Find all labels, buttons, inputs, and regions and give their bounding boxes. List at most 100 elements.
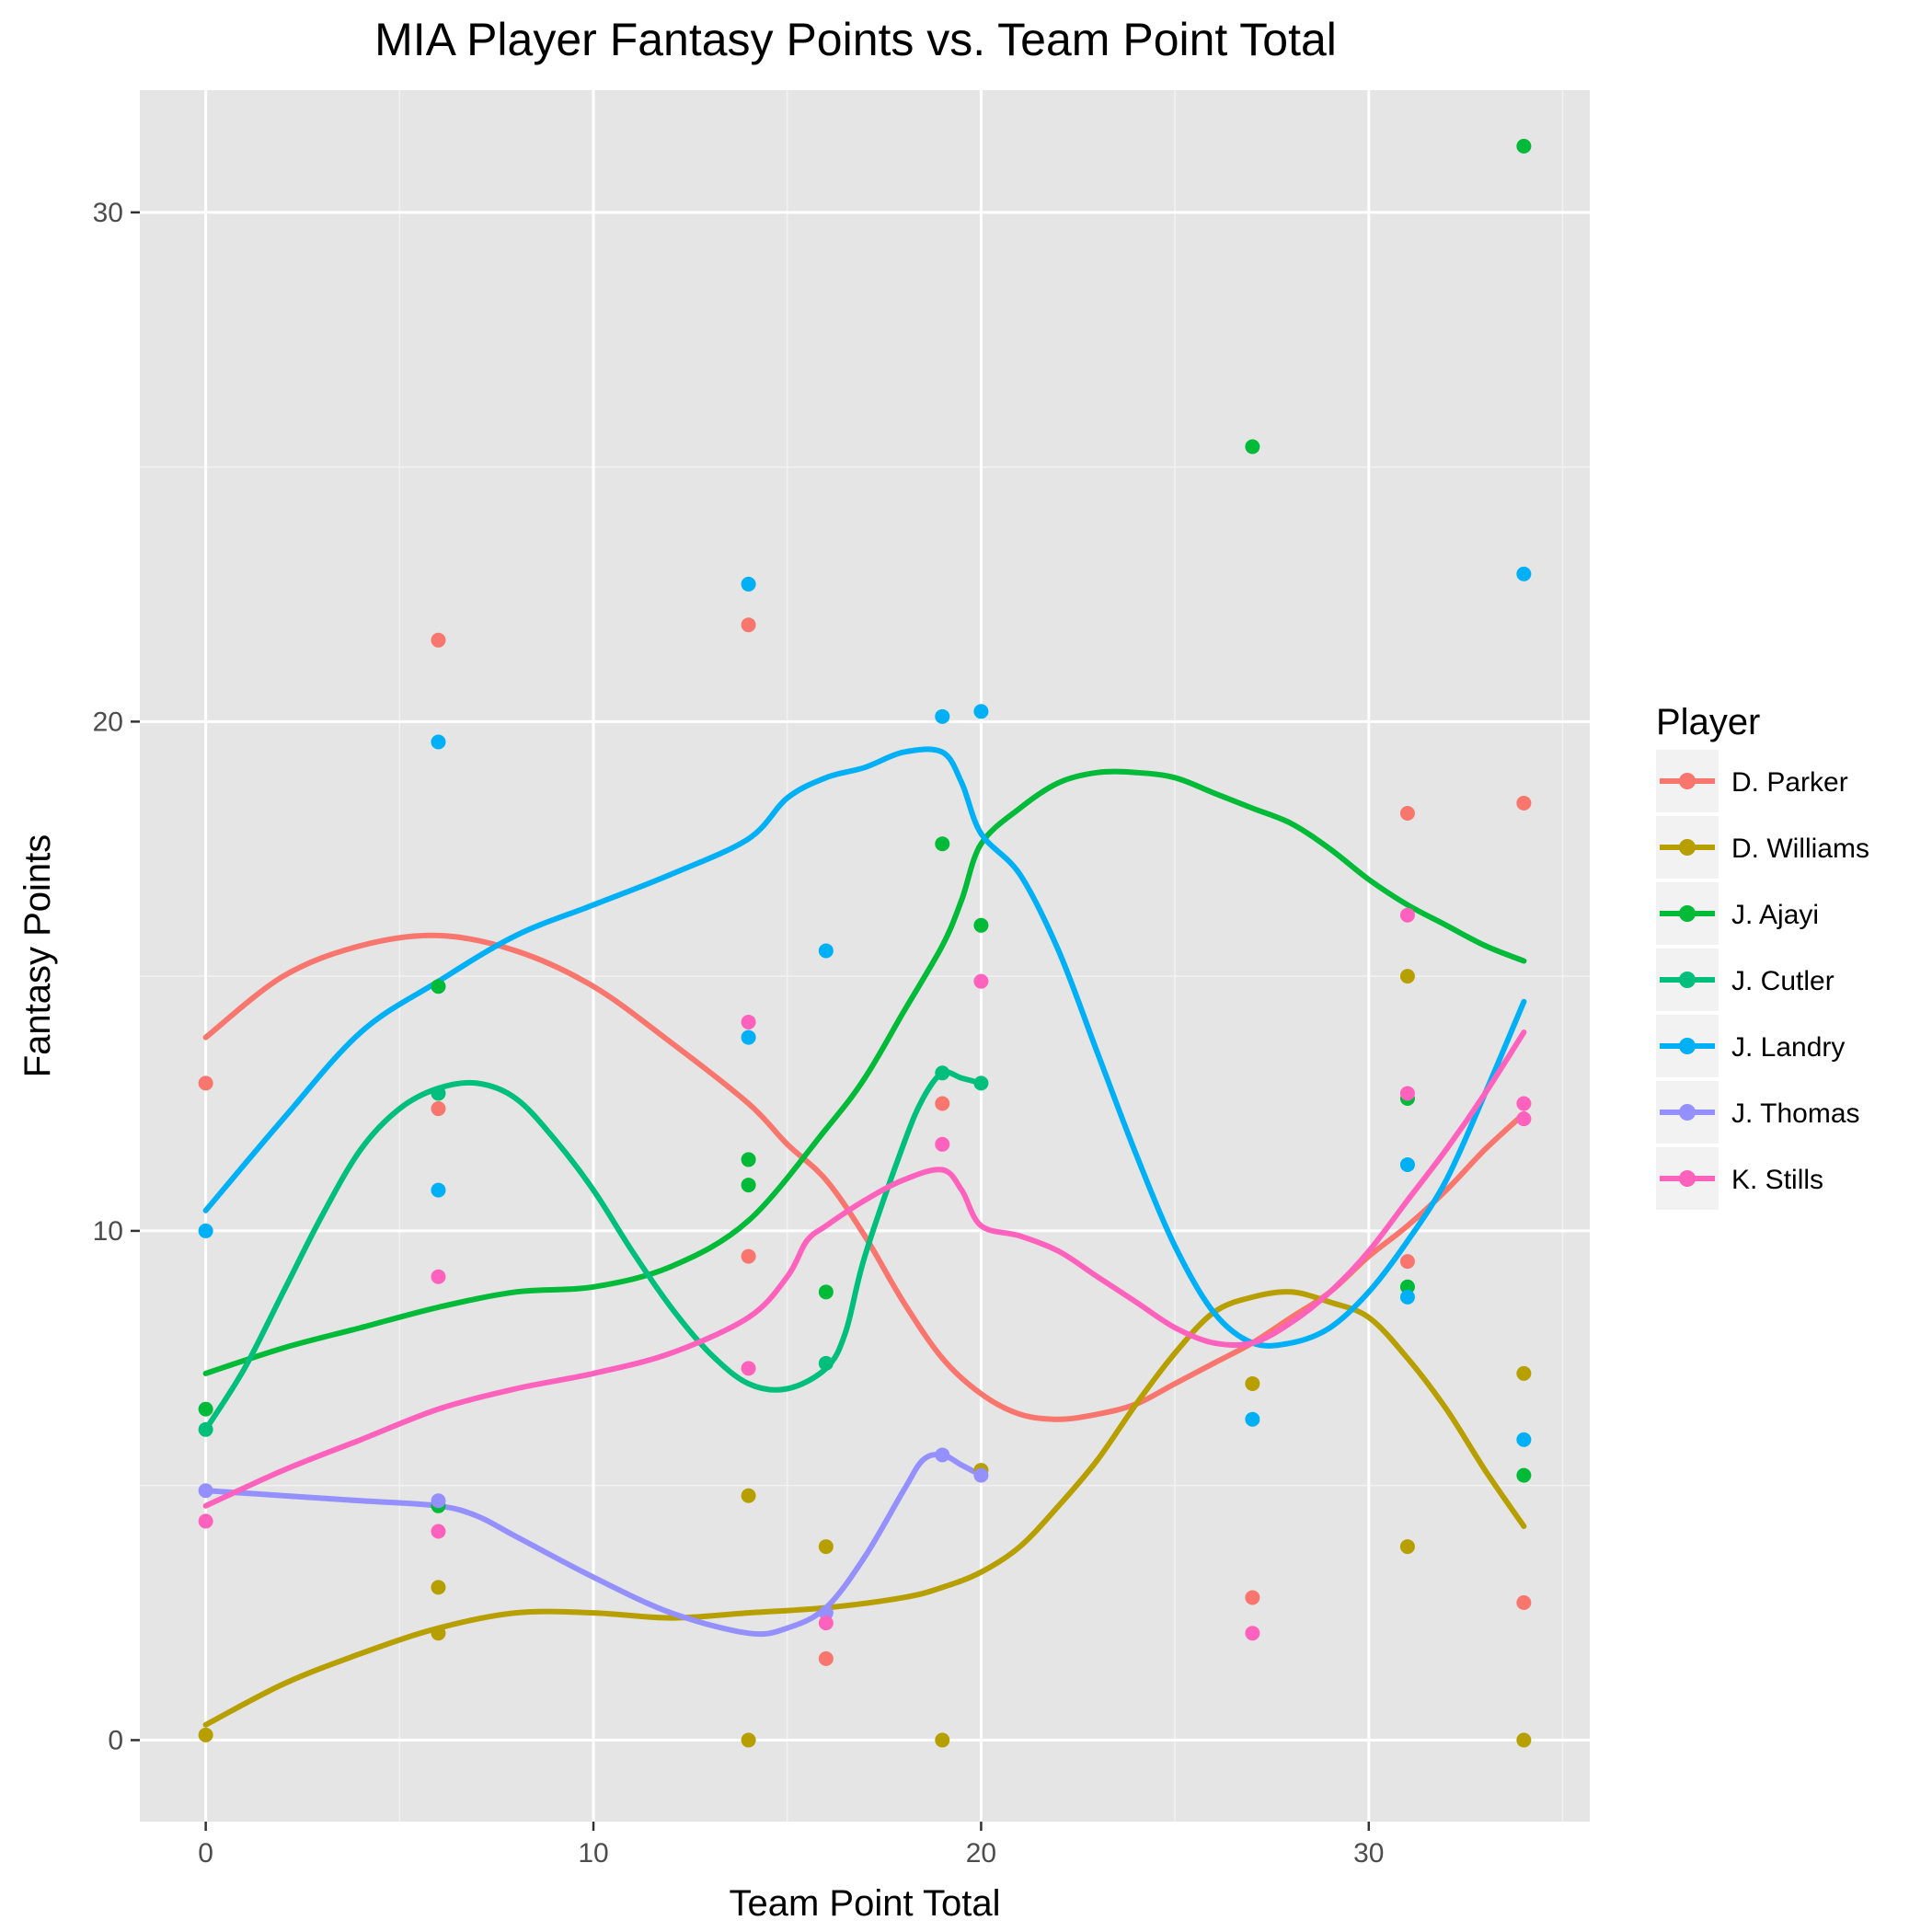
data-point-j-ajayi [973,917,989,933]
data-point-k-stills [741,1361,756,1376]
data-point-d-williams [1245,1375,1260,1391]
data-point-j-ajayi [431,979,446,995]
data-point-j-cutler [198,1421,213,1437]
data-point-j-landry [1399,1156,1415,1172]
y-axis-title: Fantasy Points [17,834,58,1078]
chart-title: MIA Player Fantasy Points vs. Team Point… [374,14,1337,65]
data-point-k-stills [198,1513,213,1529]
x-tick-label: 0 [198,1838,213,1869]
data-point-j-ajayi [1516,1467,1532,1483]
data-point-d-williams [198,1727,213,1742]
smooth-line-j-landry [202,746,1527,1349]
x-tick-label: 30 [1353,1838,1384,1869]
data-point-j-ajayi [935,836,950,852]
data-point-k-stills [431,1269,446,1284]
legend: Player D. Parker D. Williams J. Ajayi J. Cu… [1656,702,1869,1210]
y-tick-label: 30 [93,198,123,228]
data-point-k-stills [1516,1111,1532,1127]
data-point-d-parker [1399,1254,1415,1270]
data-point-j-landry [1399,1289,1415,1305]
data-point-j-ajayi [818,1284,834,1300]
data-point-j-landry [1516,1432,1532,1447]
data-point-d-williams [1516,1365,1532,1381]
data-point-k-stills [818,1616,834,1631]
data-point-j-landry [741,576,756,592]
data-point-k-stills [1399,1086,1415,1101]
y-tick-label: 0 [108,1725,123,1755]
data-point-k-stills [741,1014,756,1029]
legend-label-j-thomas: J. Thomas [1731,1098,1860,1129]
data-point-d-williams [741,1732,756,1748]
legend-dot-j-cutler [1679,972,1696,988]
data-point-j-ajayi [1516,138,1532,154]
data-point-k-stills [1516,1096,1532,1111]
data-point-j-ajayi [1245,439,1260,454]
data-point-d-parker [741,617,756,633]
data-point-k-stills [1399,907,1415,923]
legend-title: Player [1656,702,1760,742]
data-points [198,138,1532,1748]
data-point-d-parker [1245,1590,1260,1605]
legend-dot-d-parker [1679,773,1696,789]
legend-dot-j-ajayi [1679,905,1696,922]
data-point-d-williams [1399,1539,1415,1555]
data-point-j-landry [818,943,834,959]
smooth-line-j-cutler [202,1069,984,1432]
legend-label-d-parker: D. Parker [1731,767,1848,798]
grid-minor [140,90,1590,1822]
data-point-j-cutler [431,1086,446,1101]
data-point-d-parker [1399,806,1415,822]
data-point-d-parker [935,1096,950,1111]
data-point-d-williams [818,1539,834,1555]
data-point-d-williams [935,1732,950,1748]
x-tick-label: 10 [578,1838,608,1869]
data-point-d-parker [741,1248,756,1264]
data-point-d-williams [431,1580,446,1595]
plot-panel [140,90,1590,1822]
legend-label-d-williams: D. Williams [1731,834,1869,864]
smooth-lines [202,746,1527,1728]
legend-dot-j-landry [1679,1038,1696,1054]
legend-label-j-landry: J. Landry [1731,1032,1845,1063]
legend-label-j-cutler: J. Cutler [1731,966,1834,996]
data-point-d-williams [1516,1732,1532,1748]
data-point-j-landry [431,734,446,750]
data-point-d-williams [1399,969,1415,984]
data-point-j-thomas [431,1493,446,1509]
data-point-j-landry [431,1182,446,1198]
data-point-j-thomas [818,1605,834,1621]
data-point-j-landry [741,1029,756,1045]
data-point-j-ajayi [1399,1279,1415,1294]
legend-label-j-ajayi: J. Ajayi [1731,900,1819,930]
data-point-k-stills [1245,1626,1260,1641]
smooth-line-k-stills [202,1029,1527,1509]
data-point-j-thomas [935,1447,950,1463]
data-point-j-landry [1516,566,1532,581]
data-point-j-landry [198,1223,213,1238]
smooth-line-d-williams [202,1289,1527,1728]
data-point-d-parker [818,1650,834,1666]
data-point-j-cutler [935,1065,950,1081]
legend-label-k-stills: K. Stills [1731,1165,1823,1195]
data-point-d-parker [1516,1594,1532,1610]
axes: 0 10 20 30 0 10 20 30 [93,198,1385,1869]
data-point-j-cutler [818,1355,834,1371]
legend-dot-j-thomas [1679,1104,1696,1121]
legend-dot-k-stills [1679,1170,1696,1187]
data-point-j-thomas [198,1483,213,1499]
data-point-d-parker [1516,795,1532,811]
legend-dot-d-williams [1679,839,1696,856]
y-tick-label: 20 [93,707,123,737]
data-point-d-parker [198,1075,213,1091]
data-point-j-landry [935,708,950,724]
data-point-j-ajayi [198,1401,213,1417]
x-axis-title: Team Point Total [730,1883,1001,1924]
data-point-j-landry [1245,1411,1260,1427]
data-point-j-thomas [973,1467,989,1483]
data-point-j-ajayi [741,1152,756,1167]
data-point-k-stills [973,973,989,989]
data-point-j-landry [973,704,989,719]
data-point-j-cutler [973,1075,989,1091]
